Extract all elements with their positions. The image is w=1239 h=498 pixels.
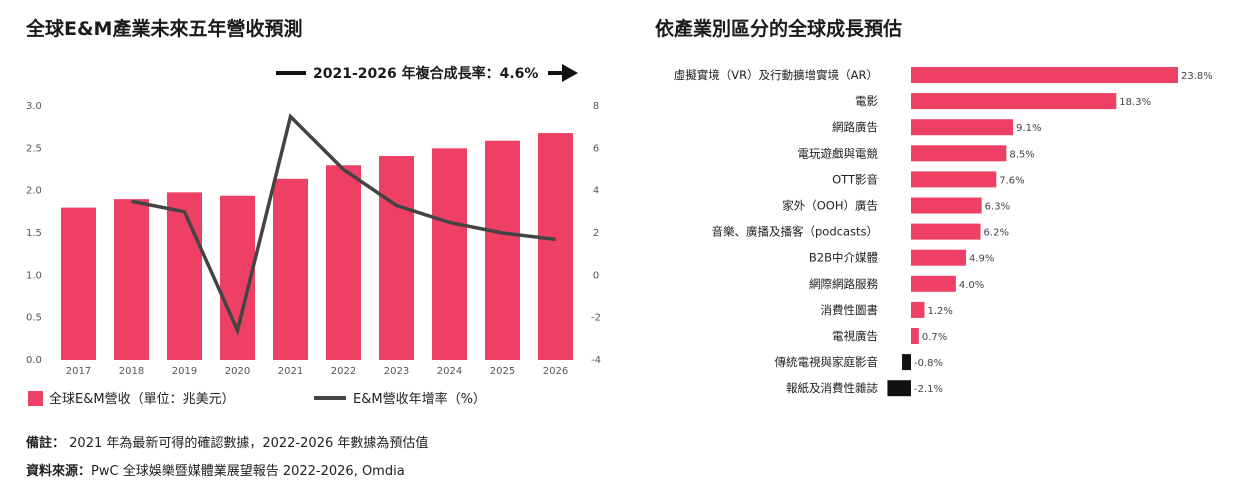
- revenue-bar: [326, 165, 361, 360]
- x-tick-label: 2020: [225, 366, 250, 377]
- x-tick-label: 2017: [66, 366, 91, 377]
- source-label: 資料來源：: [26, 464, 92, 479]
- industry-growth-value: 6.3%: [985, 202, 1010, 213]
- legend-bar-swatch: [28, 391, 43, 406]
- industry-label: 報紙及消費性雜誌: [786, 381, 878, 395]
- right-chart-title: 依產業別區分的全球成長預估: [655, 18, 903, 40]
- industry-label: 消費性圖書: [821, 303, 879, 317]
- industry-growth-bar: [887, 380, 911, 397]
- industry-growth-value: 0.7%: [922, 332, 947, 343]
- industry-label: 家外（OOH）廣告: [782, 199, 878, 213]
- arrow-right-icon: [562, 64, 578, 82]
- industry-growth-bar: [911, 249, 966, 266]
- industry-label: 網際網路服務: [809, 277, 878, 291]
- x-tick-label: 2021: [278, 366, 303, 377]
- industry-label: B2B中介媒體: [809, 251, 878, 265]
- y-right-tick-label: 2: [593, 228, 599, 239]
- x-tick-label: 2019: [172, 366, 197, 377]
- revenue-bar: [114, 199, 149, 360]
- industry-growth-value: 7.6%: [999, 175, 1024, 186]
- y-left-tick-label: 0.5: [26, 313, 42, 324]
- y-left-tick-label: 2.0: [26, 186, 42, 197]
- industry-growth-value: 8.5%: [1009, 149, 1034, 160]
- industry-growth-bar: [911, 275, 956, 292]
- industry-growth-bar: [911, 171, 997, 188]
- growth-rate-line: [131, 113, 556, 336]
- y-right-tick-label: 4: [593, 186, 599, 197]
- industry-growth-bar: [911, 119, 1014, 136]
- industry-growth-bar: [911, 301, 925, 318]
- industry-growth-bar: [911, 93, 1117, 110]
- revenue-bar: [538, 133, 573, 360]
- y-left-tick-label: 1.5: [26, 228, 42, 239]
- cagr-annotation: 2021-2026 年複合成長率：4.6%: [276, 64, 578, 82]
- industry-growth-bar: [911, 328, 919, 344]
- industry-growth-bar: [911, 197, 982, 214]
- industry-label: 虛擬實境（VR）及行動擴增實境（AR）: [674, 68, 878, 82]
- industry-growth-value: 1.2%: [927, 306, 952, 317]
- x-tick-label: 2026: [543, 366, 568, 377]
- note-text: 2021 年為最新可得的確認數據，2022-2026 年數據為預估值: [69, 436, 429, 451]
- y-right-tick-label: 8: [593, 101, 599, 112]
- industry-label: 電視廣告: [832, 329, 878, 343]
- x-tick-label: 2022: [331, 366, 356, 377]
- industry-label: 網路廣告: [832, 120, 878, 134]
- x-tick-label: 2023: [384, 366, 409, 377]
- revenue-bar: [273, 178, 308, 360]
- industry-growth-value: -0.8%: [914, 358, 943, 369]
- left-chart-title: 全球E&M產業未來五年營收預測: [26, 18, 303, 40]
- y-right-tick-label: -4: [591, 355, 601, 366]
- y-right-tick-label: 6: [593, 143, 599, 154]
- y-left-tick-label: 0.0: [26, 355, 42, 366]
- industry-growth-bar: [902, 354, 911, 371]
- revenue-bar: [167, 192, 202, 360]
- industry-growth-value: 18.3%: [1119, 97, 1151, 108]
- revenue-bar: [61, 207, 96, 360]
- y-left-tick-label: 3.0: [26, 101, 42, 112]
- industry-growth-bar: [911, 67, 1178, 83]
- y-left-tick-label: 1.0: [26, 270, 42, 281]
- y-left-tick-label: 2.5: [26, 143, 42, 154]
- chart-source: 資料來源：PwC 全球娛樂暨媒體業展望報告 2022-2026, Omdia: [26, 460, 405, 479]
- y-right-tick-label: -2: [591, 313, 601, 324]
- industry-growth-value: 9.1%: [1016, 123, 1041, 134]
- industry-growth-value: 23.8%: [1181, 71, 1213, 82]
- left-chart-legend: 全球E&M營收（單位：兆美元） E&M營收年增率（%）: [28, 391, 486, 407]
- industry-label: OTT影音: [832, 172, 878, 186]
- industry-label: 傳統電視與家庭影音: [775, 355, 879, 369]
- legend-line-label: E&M營收年增率（%）: [353, 391, 486, 407]
- y-right-tick-label: 0: [593, 270, 599, 281]
- x-tick-label: 2025: [490, 366, 515, 377]
- revenue-bar: [379, 155, 414, 360]
- note-label: 備註：: [26, 436, 66, 451]
- x-tick-label: 2024: [437, 366, 462, 377]
- industry-label: 音樂、廣播及播客（podcasts）: [712, 225, 879, 239]
- industry-label: 電玩遊戲與電競: [798, 146, 879, 160]
- industry-growth-bar: [911, 145, 1007, 162]
- source-text: PwC 全球娛樂暨媒體業展望報告 2022-2026, Omdia: [91, 464, 405, 479]
- industry-growth-value: 4.9%: [969, 254, 994, 265]
- revenue-bar: [432, 148, 467, 360]
- cagr-label: 2021-2026 年複合成長率：4.6%: [313, 65, 538, 82]
- chart-note: 備註： 2021 年為最新可得的確認數據，2022-2026 年數據為預估值: [26, 432, 428, 451]
- x-tick-label: 2018: [119, 366, 144, 377]
- industry-growth-value: -2.1%: [914, 384, 943, 395]
- industry-label: 電影: [855, 94, 878, 108]
- legend-bar-label: 全球E&M營收（單位：兆美元）: [49, 391, 235, 407]
- industry-growth-value: 4.0%: [959, 280, 984, 291]
- revenue-bar: [485, 140, 520, 360]
- industry-growth-bar: [911, 223, 981, 240]
- industry-growth-value: 6.2%: [984, 228, 1009, 239]
